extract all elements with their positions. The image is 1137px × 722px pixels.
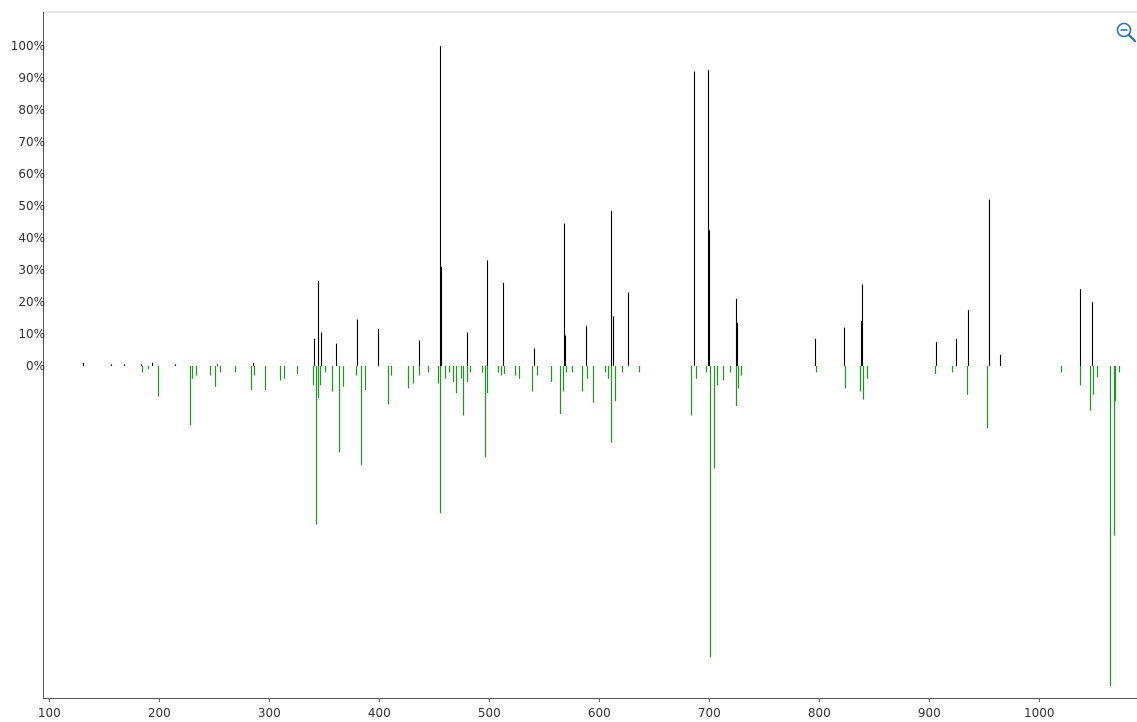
y-tick-label: 10% [18,327,45,341]
x-tick-label: 200 [148,706,171,720]
x-tick-label: 800 [808,706,831,720]
zoom-out-button[interactable] [1116,22,1137,43]
x-tick-label: 600 [588,706,611,720]
y-tick-label: 80% [18,103,45,117]
spectrum-bars [82,46,1121,686]
y-tick-label: 30% [18,263,45,277]
x-axis-ticks: 100 200 300 400 500 600 700 800 900 1000 [38,698,1055,720]
x-tick-label: 400 [368,706,391,720]
x-tick-label: 900 [918,706,941,720]
x-tick-label: 100 [38,706,61,720]
y-tick-label: 100% [11,39,45,53]
plot-frame [43,11,1137,699]
magnifier-minus-icon [1116,22,1137,43]
x-tick-label: 1000 [1024,706,1055,720]
y-tick-label: 20% [18,295,45,309]
y-tick-label: 90% [18,71,45,85]
y-tick-label: 40% [18,231,45,245]
y-tick-label: 50% [18,199,45,213]
y-tick-label: 0% [26,359,45,373]
positive-peaks [82,46,1094,366]
negative-peaks [141,366,1121,686]
x-tick-label: 700 [698,706,721,720]
x-tick-label: 300 [258,706,281,720]
y-tick-label: 60% [18,167,45,181]
x-tick-label: 500 [478,706,501,720]
y-tick-label: 70% [18,135,45,149]
y-axis-ticks: 0% 10% 20% 30% 40% 50% 60% 70% 80% 90% 100% [11,39,45,373]
